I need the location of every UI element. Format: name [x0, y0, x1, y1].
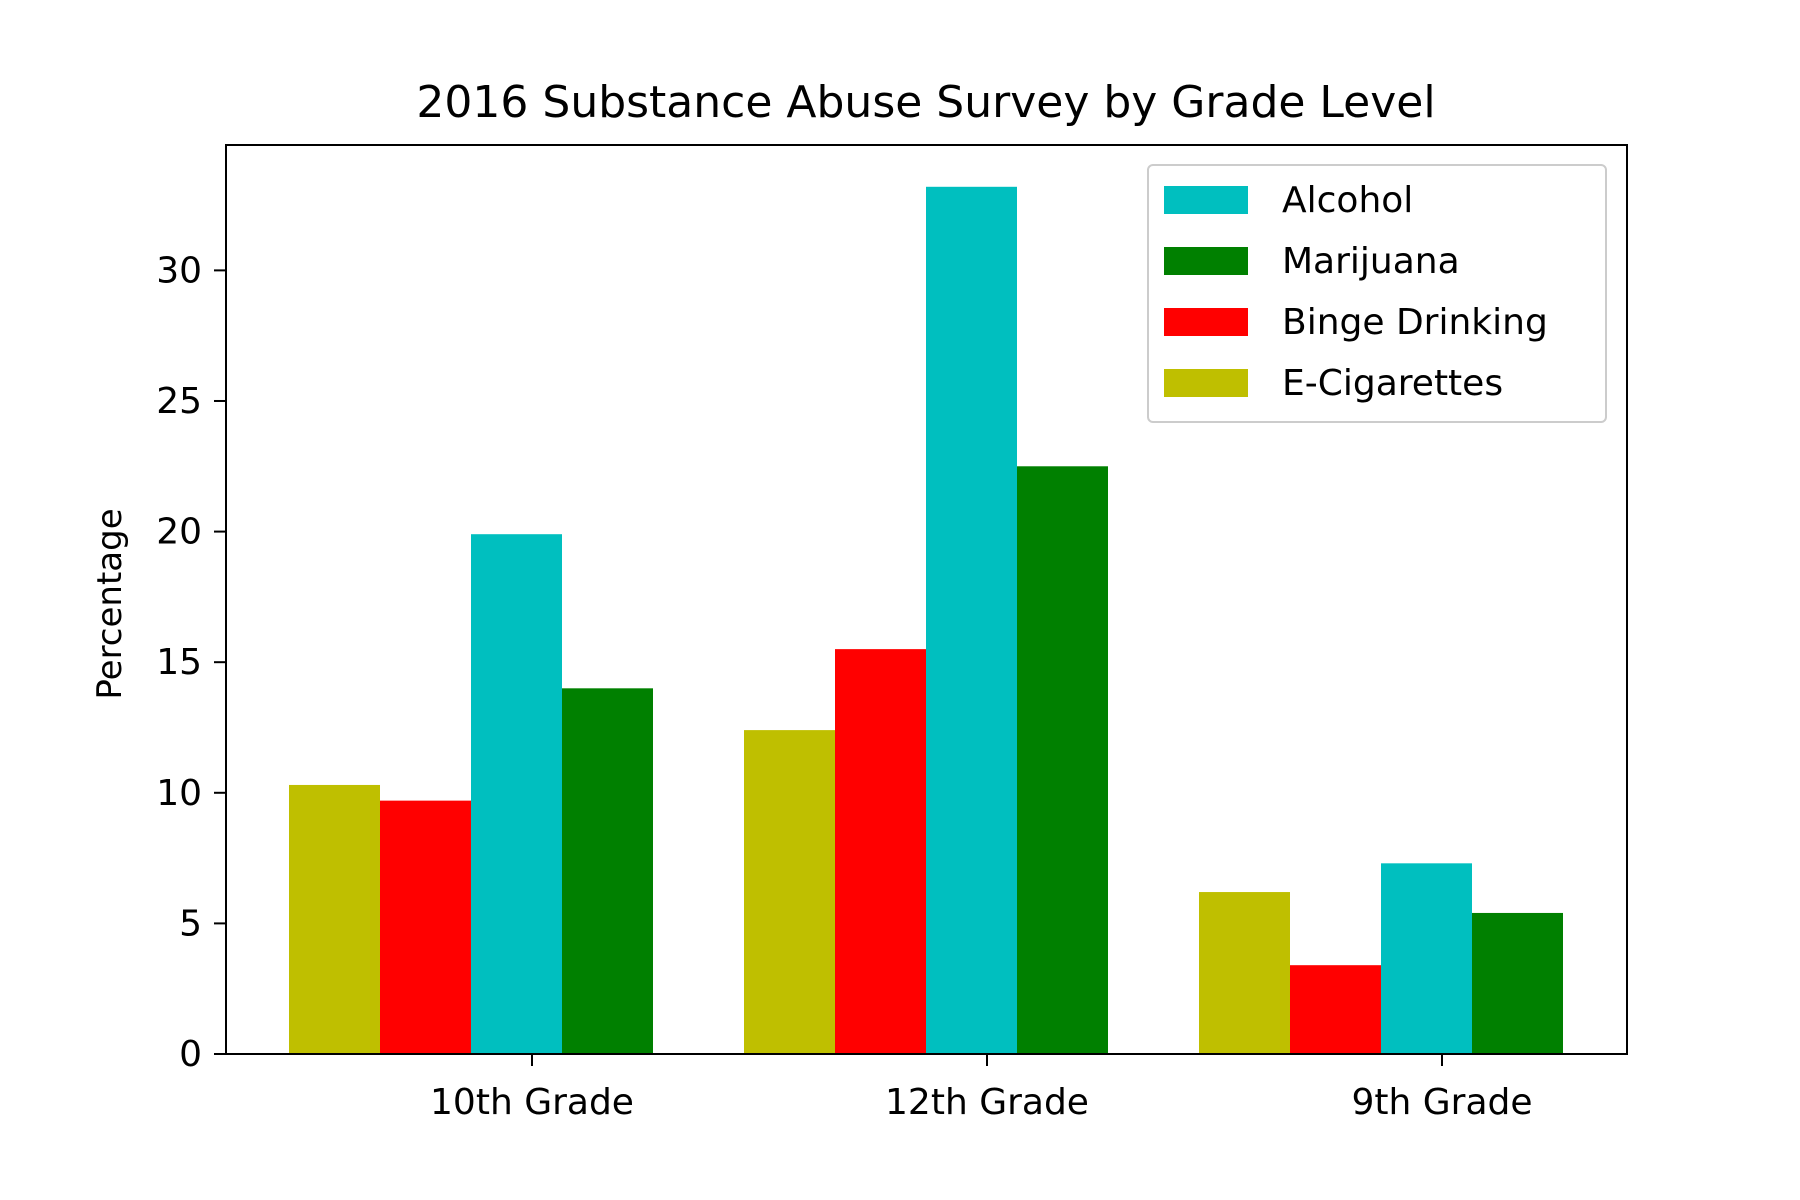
bar-e-cigarettes-9th-grade [1199, 892, 1290, 1054]
bar-alcohol-10th-grade [471, 534, 562, 1054]
y-tick-label: 10 [156, 773, 202, 814]
bar-e-cigarettes-12th-grade [744, 730, 835, 1054]
legend-frame [1147, 164, 1607, 423]
bar-binge-drinking-9th-grade [1290, 965, 1381, 1054]
x-axis: 10th Grade 12th Grade 9th Grade [430, 1054, 1533, 1123]
bar-binge-drinking-12th-grade [835, 649, 926, 1054]
x-tick-label: 9th Grade [1351, 1082, 1532, 1123]
y-tick-label: 5 [179, 903, 202, 944]
y-tick-label: 25 [156, 381, 202, 422]
x-tick-label: 10th Grade [430, 1082, 634, 1123]
bar-marijuana-9th-grade [1472, 912, 1563, 1054]
y-tick-label: 0 [179, 1034, 202, 1075]
legend-swatch-binge-drinking [1164, 308, 1248, 336]
y-tick-label: 20 [156, 512, 202, 553]
legend-swatch-alcohol [1164, 186, 1248, 214]
legend-swatch-marijuana [1164, 247, 1248, 275]
bar-binge-drinking-10th-grade [380, 800, 471, 1054]
bar-e-cigarettes-10th-grade [289, 784, 380, 1054]
legend-swatch-e-cigarettes [1164, 369, 1248, 397]
bars-layer [289, 186, 1563, 1055]
legend-label-e-cigarettes: E-Cigarettes [1282, 363, 1503, 404]
plot-area-frame [225, 144, 1628, 1055]
legend-label-alcohol: Alcohol [1282, 180, 1413, 221]
y-axis-label: Percentage [90, 508, 130, 699]
bar-marijuana-10th-grade [562, 688, 653, 1054]
x-tick-label: 12th Grade [885, 1082, 1089, 1123]
bar-alcohol-9th-grade [1381, 863, 1472, 1054]
y-tick-label: 30 [156, 250, 202, 291]
bar-alcohol-12th-grade [926, 186, 1017, 1055]
legend-label-binge-drinking: Binge Drinking [1282, 302, 1548, 343]
bar-marijuana-12th-grade [1017, 466, 1108, 1054]
legend-label-marijuana: Marijuana [1282, 241, 1460, 282]
y-axis: 0 5 10 15 20 25 30 [156, 250, 226, 1075]
legend: Alcohol Marijuana Binge Drinking E-Cigarett… [1147, 164, 1607, 423]
chart-title: 2016 Substance Abuse Survey by Grade Lev… [416, 77, 1435, 128]
y-tick-label: 15 [156, 642, 202, 683]
